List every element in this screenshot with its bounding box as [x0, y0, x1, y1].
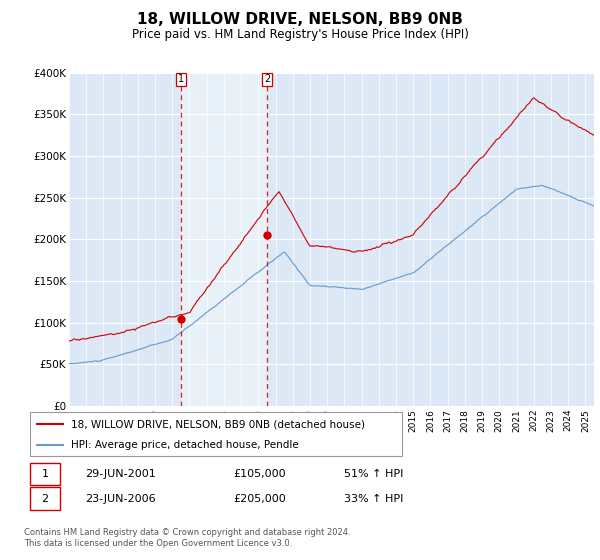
Text: Contains HM Land Registry data © Crown copyright and database right 2024.
This d: Contains HM Land Registry data © Crown c… [24, 528, 350, 548]
Text: 18, WILLOW DRIVE, NELSON, BB9 0NB (detached house): 18, WILLOW DRIVE, NELSON, BB9 0NB (detac… [71, 419, 365, 429]
Bar [181, 73, 267, 406]
Text: 2: 2 [264, 74, 270, 85]
FancyBboxPatch shape [30, 412, 402, 456]
Text: 1: 1 [178, 74, 184, 85]
FancyBboxPatch shape [29, 463, 60, 486]
Text: 23-JUN-2006: 23-JUN-2006 [85, 493, 155, 503]
Text: 51% ↑ HPI: 51% ↑ HPI [344, 469, 404, 479]
Text: 33% ↑ HPI: 33% ↑ HPI [344, 493, 404, 503]
Text: £105,000: £105,000 [234, 469, 286, 479]
Text: £205,000: £205,000 [234, 493, 287, 503]
FancyBboxPatch shape [29, 487, 60, 510]
Text: 1: 1 [41, 469, 49, 479]
Text: HPI: Average price, detached house, Pendle: HPI: Average price, detached house, Pend… [71, 440, 299, 450]
Text: 2: 2 [41, 493, 49, 503]
Text: Price paid vs. HM Land Registry's House Price Index (HPI): Price paid vs. HM Land Registry's House … [131, 28, 469, 41]
Text: 29-JUN-2001: 29-JUN-2001 [85, 469, 155, 479]
Text: 18, WILLOW DRIVE, NELSON, BB9 0NB: 18, WILLOW DRIVE, NELSON, BB9 0NB [137, 12, 463, 27]
